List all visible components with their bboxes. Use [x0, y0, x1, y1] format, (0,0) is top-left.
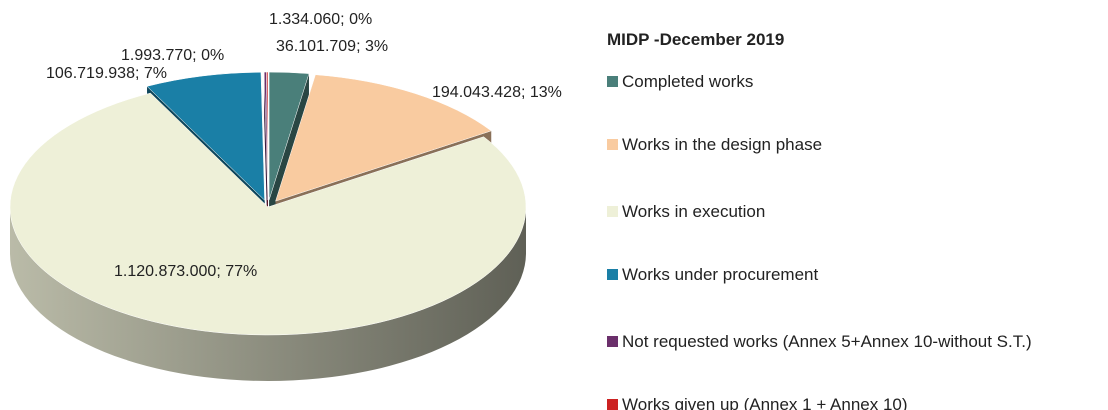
legend-label: Not requested works (Annex 5+Annex 10-wi… [622, 332, 1032, 351]
data-label: 1.120.873.000; 77% [114, 263, 257, 280]
legend-item: Works under procurement [607, 264, 1097, 286]
legend-swatch [607, 399, 618, 410]
legend-swatch [607, 269, 618, 280]
legend-label: Works in execution [622, 202, 766, 221]
legend-item: Works in execution [607, 201, 1097, 223]
legend-item: Not requested works (Annex 5+Annex 10-wi… [607, 331, 1097, 353]
pie-slice [146, 72, 265, 201]
data-label: 36.101.709; 3% [276, 38, 388, 55]
legend-item: Works in the design phase [607, 134, 1097, 156]
slice-side [10, 207, 526, 381]
legend-label: Works in the design phase [622, 135, 823, 154]
pie-slice [266, 71, 269, 201]
data-label: 1.334.060; 0% [269, 11, 372, 28]
pie-area: 36.101.709; 3% 194.043.428; 13% 1.120.873.… [9, 11, 562, 381]
legend-label: Completed works [622, 72, 754, 91]
legend-label: Works under procurement [622, 265, 819, 284]
data-label: 106.719.938; 7% [46, 65, 167, 82]
legend-item: Works given up (Annex 1 + Annex 10) [607, 394, 1097, 410]
legend-swatch [607, 76, 618, 87]
chart-title: MIDP -December 2019 [607, 30, 785, 49]
legend-swatch [607, 206, 618, 217]
data-label: 1.993.770; 0% [121, 47, 224, 64]
pie-slice [275, 74, 492, 202]
slice-wall [264, 72, 268, 247]
legend-item: Completed works [607, 71, 1097, 93]
legend-label: Works given up (Annex 1 + Annex 10) [622, 395, 908, 410]
legend-swatch [607, 336, 618, 347]
pie-slice [9, 92, 527, 336]
legend-swatch [607, 139, 618, 150]
data-label: 194.043.428; 13% [432, 84, 562, 101]
pie-slice [268, 71, 310, 201]
